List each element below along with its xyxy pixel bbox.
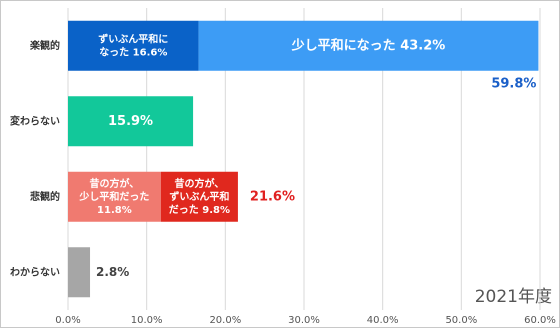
x-tick-label: 40.0% <box>367 315 399 326</box>
value-label: 昔の方が、 <box>174 177 224 190</box>
x-tick-label: 60.0% <box>524 315 556 326</box>
x-tick-label: 20.0% <box>209 315 241 326</box>
value-label: だった 9.8% <box>169 204 230 216</box>
value-label: 15.9% <box>108 114 153 129</box>
category-label: わからない <box>10 266 60 278</box>
bar-segment <box>68 247 91 298</box>
total-label: 59.8% <box>491 76 536 91</box>
value-label: ずいぶん平和 <box>169 190 229 203</box>
value-label: 少し平和になった 43.2% <box>291 37 446 53</box>
bar-segment <box>68 20 199 71</box>
value-label: 昔の方が、 <box>90 177 140 190</box>
total-label: 21.6% <box>250 189 295 204</box>
x-tick-label: 50.0% <box>445 315 477 326</box>
x-tick-label: 0.0% <box>55 315 80 326</box>
bar-segment <box>160 171 238 222</box>
value-label: 少し平和だった <box>78 190 149 203</box>
x-tick-label: 30.0% <box>288 315 320 326</box>
value-label: 11.8% <box>97 205 132 216</box>
category-label: 悲観的 <box>30 190 60 203</box>
bar-segment <box>198 20 539 71</box>
bar-segment <box>68 171 161 222</box>
category-label: 変わらない <box>10 114 60 127</box>
annotation: 2021年度 <box>475 287 552 307</box>
value-label: ずいぶん平和に <box>98 32 168 45</box>
x-tick-label: 10.0% <box>131 315 163 326</box>
value-label: なった 16.6% <box>99 46 167 58</box>
value-label: 2.8% <box>96 265 129 279</box>
bar-segment <box>68 96 194 147</box>
category-label: 楽観的 <box>29 39 60 52</box>
